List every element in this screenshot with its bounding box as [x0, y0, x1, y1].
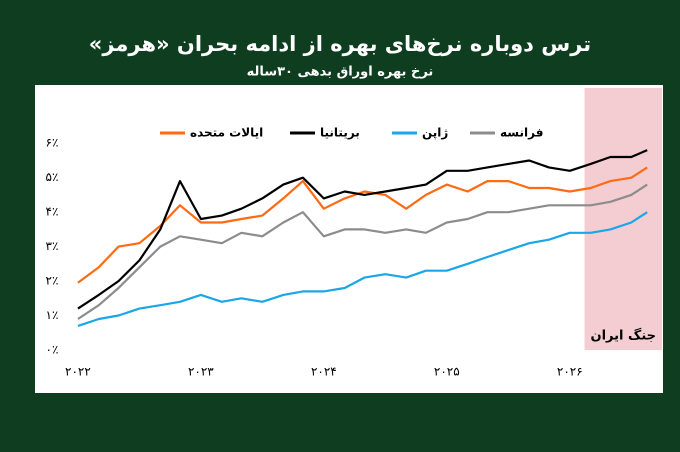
legend-label: بریتانیا	[320, 126, 360, 140]
legend-label: ایالات متحده	[190, 126, 263, 140]
y-tick-label: ۲٪	[46, 274, 59, 288]
y-tick-label: ۱٪	[46, 308, 59, 322]
legend-label: ژاپن	[422, 126, 448, 140]
x-tick-label: ۲۰۲۶	[557, 365, 583, 379]
x-tick-label: ۲۰۲۴	[311, 365, 337, 379]
series-line	[77, 183, 648, 320]
shaded-region	[584, 88, 662, 350]
y-tick-label: ۴٪	[46, 205, 59, 219]
chart-subtitle: نرخ بهره اوراق بدهی ۳۰ساله	[247, 65, 434, 80]
y-tick-label: ۰٪	[46, 343, 59, 357]
x-tick-label: ۲۰۲۲	[65, 365, 91, 379]
series-line	[77, 149, 648, 310]
legend-label: فرانسه	[500, 126, 543, 140]
x-tick-label: ۲۰۲۳	[188, 365, 214, 379]
y-tick-label: ۵٪	[46, 170, 59, 184]
y-tick-label: ۳٪	[46, 239, 59, 253]
chart-title: ترس دوباره نرخ‌های بهره از ادامه بحران «…	[89, 32, 591, 56]
series-line	[77, 166, 648, 284]
y-tick-label: ۶٪	[46, 136, 59, 150]
plot-panel	[35, 85, 663, 393]
shaded-region-label: جنگ ایران	[591, 328, 657, 344]
x-tick-label: ۲۰۲۵	[434, 365, 460, 379]
series-line	[77, 211, 648, 327]
